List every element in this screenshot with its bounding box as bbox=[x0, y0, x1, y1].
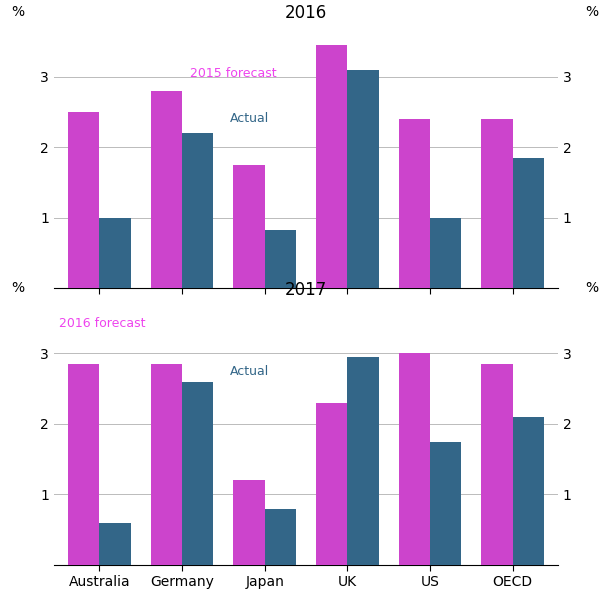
Bar bbox=[316, 45, 347, 288]
Text: %: % bbox=[11, 281, 24, 295]
Text: Actual: Actual bbox=[230, 112, 269, 125]
Text: %: % bbox=[586, 5, 599, 19]
Bar bbox=[430, 442, 461, 565]
Bar bbox=[398, 119, 430, 288]
Title: 2017: 2017 bbox=[285, 281, 327, 299]
Text: 2016 forecast: 2016 forecast bbox=[59, 317, 146, 330]
Bar bbox=[233, 480, 265, 565]
Bar bbox=[151, 364, 182, 565]
Text: Actual: Actual bbox=[230, 365, 269, 377]
Bar bbox=[512, 158, 544, 288]
Bar bbox=[265, 230, 296, 288]
Bar bbox=[100, 523, 131, 565]
Bar bbox=[481, 364, 512, 565]
Bar bbox=[182, 133, 214, 288]
Bar bbox=[265, 508, 296, 565]
Bar bbox=[347, 70, 379, 288]
Bar bbox=[151, 91, 182, 288]
Bar bbox=[182, 382, 214, 565]
Text: 2015 forecast: 2015 forecast bbox=[190, 67, 277, 80]
Bar bbox=[512, 417, 544, 565]
Bar bbox=[233, 165, 265, 288]
Title: 2016: 2016 bbox=[285, 4, 327, 22]
Bar bbox=[316, 403, 347, 565]
Bar bbox=[347, 357, 379, 565]
Text: %: % bbox=[11, 5, 24, 19]
Bar bbox=[481, 119, 512, 288]
Bar bbox=[68, 112, 100, 288]
Bar bbox=[398, 353, 430, 565]
Bar bbox=[68, 364, 100, 565]
Text: %: % bbox=[586, 281, 599, 295]
Bar bbox=[430, 218, 461, 288]
Bar bbox=[100, 218, 131, 288]
